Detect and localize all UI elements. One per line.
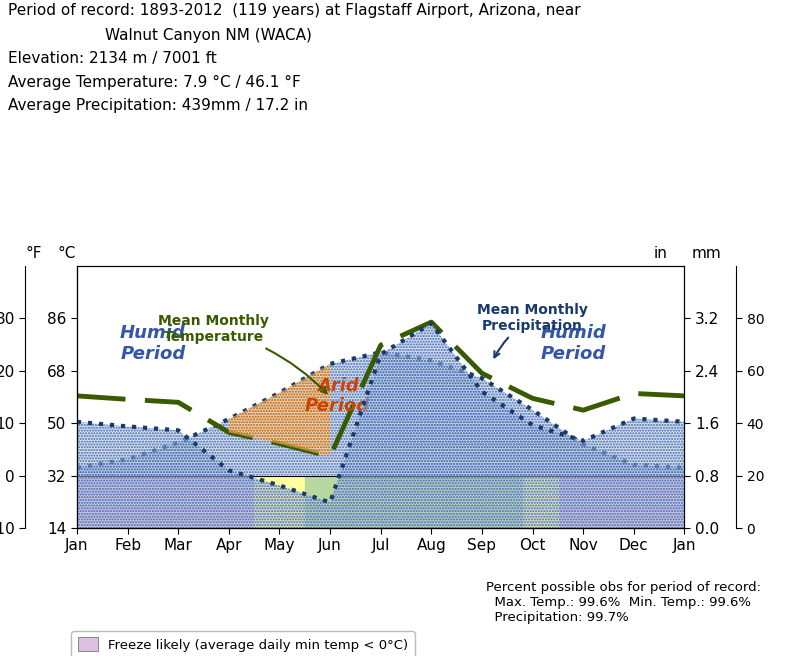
Text: Average Precipitation: 439mm / 17.2 in: Average Precipitation: 439mm / 17.2 in: [8, 98, 308, 113]
Text: Percent possible obs for period of record:
  Max. Temp.: 99.6%  Min. Temp.: 99.6: Percent possible obs for period of recor…: [486, 581, 761, 624]
Text: Arid
Period: Arid Period: [305, 377, 370, 415]
Text: Mean Monthly
Precipitation: Mean Monthly Precipitation: [477, 302, 588, 358]
Legend: Freeze likely (average daily min temp < 0°C), Freeze possible, Average frost fre: Freeze likely (average daily min temp < …: [71, 631, 415, 656]
Text: Humid
Period: Humid Period: [540, 324, 606, 363]
Text: Period of record: 1893-2012  (119 years) at Flagstaff Airport, Arizona, near: Period of record: 1893-2012 (119 years) …: [8, 3, 581, 18]
Text: Walnut Canyon NM (WACA): Walnut Canyon NM (WACA): [105, 28, 312, 43]
Text: Humid
Period: Humid Period: [120, 324, 185, 363]
Text: mm: mm: [692, 246, 721, 261]
Text: Mean Monthly
Temperature: Mean Monthly Temperature: [158, 314, 326, 393]
Text: °F: °F: [26, 246, 42, 261]
Text: Average Temperature: 7.9 °C / 46.1 °F: Average Temperature: 7.9 °C / 46.1 °F: [8, 75, 301, 90]
Text: °C: °C: [58, 246, 75, 261]
Text: in: in: [653, 246, 667, 261]
Text: Elevation: 2134 m / 7001 ft: Elevation: 2134 m / 7001 ft: [8, 51, 217, 66]
